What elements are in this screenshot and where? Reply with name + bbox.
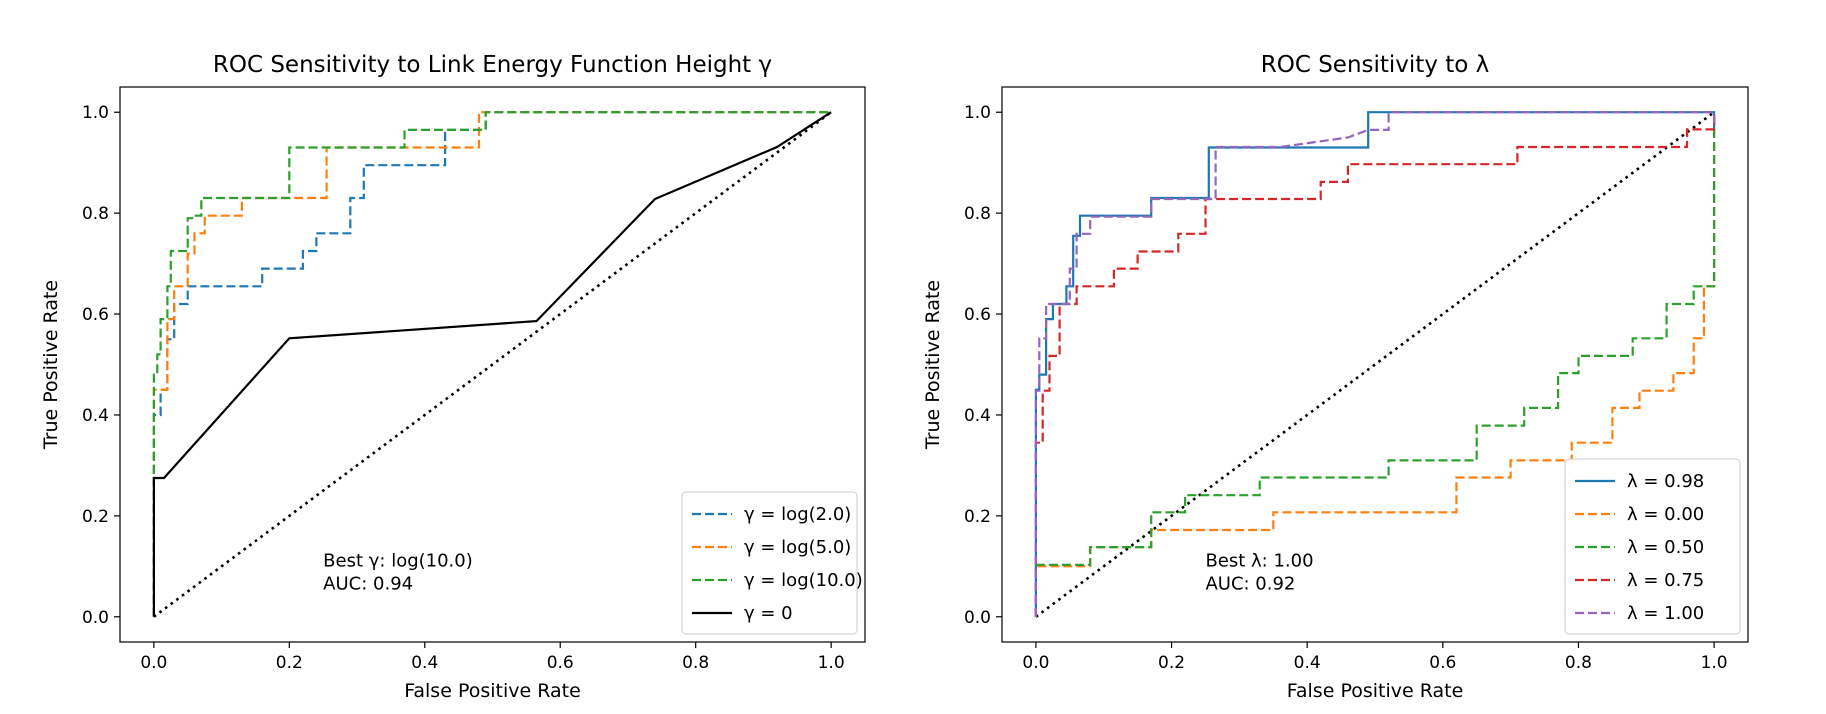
x-tick-label: 0.2: [1158, 653, 1185, 673]
x-tick-label: 0.0: [140, 653, 167, 673]
legend-box: [1564, 458, 1741, 635]
series-line-1: [1034, 111, 1716, 617]
y-tick-label: 0.4: [964, 406, 991, 426]
legend-label-2: γ = log(5.0): [744, 537, 851, 558]
legend-label-4: λ = 0.75: [1627, 570, 1704, 591]
chart-title: ROC Sensitivity to Link Energy Function …: [213, 52, 772, 78]
legend-label-1: γ = log(2.0): [744, 504, 851, 525]
legend-label-4: γ = 0: [744, 603, 793, 624]
legend-label-3: γ = log(10.0): [744, 570, 863, 591]
y-tick-label: 0.6: [964, 305, 991, 325]
y-tick-label: 0.0: [82, 608, 109, 628]
x-tick-label: 0.2: [276, 653, 303, 673]
x-axis-label: False Positive Rate: [1287, 680, 1464, 702]
legend: γ = log(2.0) γ = log(5.0) γ = log(10.0) γ =…: [681, 491, 863, 635]
legend-label-1: λ = 0.98: [1627, 471, 1704, 492]
series-line-4: [152, 111, 832, 617]
x-tick-label: 1.0: [1701, 653, 1728, 673]
x-axis-label: False Positive Rate: [404, 680, 581, 702]
x-tick-label: 0.4: [411, 653, 438, 673]
y-tick-label: 0.2: [964, 507, 991, 527]
legend-label-5: λ = 1.00: [1627, 603, 1704, 624]
annotation-line-1: Best λ: 1.00: [1205, 550, 1313, 571]
legend-label-2: λ = 0.00: [1627, 504, 1704, 525]
series-line-4: [1034, 112, 1716, 617]
chart-panel-1: 0.0 0.2 0.4 0.6 0.8 1.0 0.0 0.2 0.4 0.6 0.8 1.0 ROC …: [40, 52, 866, 702]
series-line-5: [1034, 111, 1716, 617]
y-tick-label: 0.2: [82, 507, 109, 527]
legend-label-3: λ = 0.50: [1627, 537, 1704, 558]
y-tick-label: 1.0: [964, 103, 991, 123]
annotation-line-2: AUC: 0.92: [1205, 573, 1295, 594]
chart-panel-2: 0.0 0.2 0.4 0.6 0.8 1.0 0.0 0.2 0.4 0.6 0.8 1.0 ROC …: [922, 52, 1749, 702]
y-tick-label: 0.8: [82, 204, 109, 224]
x-tick-label: 1.0: [818, 653, 845, 673]
x-tick-label: 0.0: [1022, 653, 1049, 673]
y-tick-label: 0.8: [964, 204, 991, 224]
annotation-line-1: Best γ: log(10.0): [323, 550, 473, 571]
x-tick-label: 0.6: [547, 653, 574, 673]
y-tick-label: 0.0: [964, 608, 991, 628]
annotation-line-2: AUC: 0.94: [323, 573, 413, 594]
legend: λ = 0.98 λ = 0.00 λ = 0.50 λ = 0.75 λ = 1.00: [1564, 458, 1741, 635]
y-axis-label: True Positive Rate: [922, 280, 944, 450]
series-line-3: [1034, 112, 1716, 617]
x-tick-label: 0.8: [1565, 653, 1592, 673]
x-tick-label: 0.4: [1294, 653, 1321, 673]
chart-title: ROC Sensitivity to λ: [1261, 52, 1490, 78]
y-tick-label: 0.6: [82, 305, 109, 325]
legend-box: [681, 491, 858, 635]
y-tick-label: 0.4: [82, 406, 109, 426]
series-line-3: [152, 111, 832, 617]
chance-diagonal-line: [1035, 111, 1715, 618]
y-tick-label: 1.0: [82, 103, 109, 123]
x-tick-label: 0.6: [1429, 653, 1456, 673]
x-tick-label: 0.8: [682, 653, 709, 673]
y-axis-label: True Positive Rate: [40, 280, 62, 450]
chance-diagonal-line: [153, 111, 832, 618]
